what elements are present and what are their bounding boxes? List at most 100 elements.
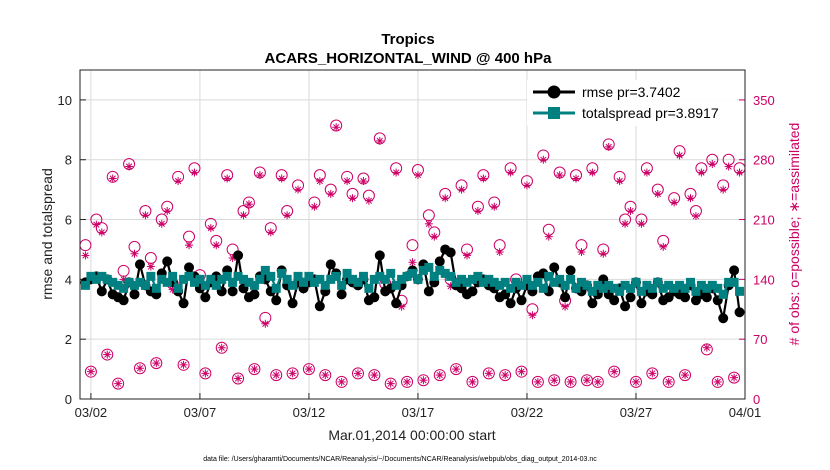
totalspread-point: [113, 280, 123, 290]
rmse-point: [249, 289, 260, 300]
totalspread-point: [130, 280, 140, 290]
assimilated-point: [539, 155, 548, 164]
assimilated-point: [522, 181, 531, 190]
totalspread-point: [685, 277, 695, 287]
assimilated-point: [528, 311, 537, 320]
rmse-point: [516, 295, 527, 306]
totalspread-point: [173, 283, 183, 293]
rmse-point: [625, 292, 636, 303]
assimilated-point: [473, 207, 482, 215]
assimilated-point: [517, 367, 526, 376]
assimilated-point: [141, 211, 150, 220]
totalspread-point: [429, 271, 439, 281]
possible-point: [368, 369, 381, 382]
totalspread-point: [337, 280, 347, 290]
y-tick-label: 10: [58, 93, 72, 108]
totalspread-point: [735, 286, 745, 296]
possible-point: [531, 375, 544, 388]
x-tick-label: 03/12: [293, 405, 326, 420]
totalspread-point: [511, 277, 521, 287]
totalspread-point: [244, 277, 254, 287]
assimilated-point: [452, 365, 461, 374]
possible-point: [433, 369, 446, 382]
totalspread-point: [108, 277, 118, 287]
totalspread-point: [675, 280, 685, 290]
possible-point: [319, 369, 332, 382]
assimilated-point: [675, 151, 684, 160]
rmse-point: [184, 262, 195, 273]
totalspread-point: [184, 271, 194, 281]
totalspread-point: [636, 286, 646, 296]
assimilated-point: [555, 171, 564, 180]
totalspread-point: [342, 268, 352, 278]
rmse-point: [565, 265, 576, 276]
possible-point: [728, 371, 741, 384]
assimilated-point: [615, 177, 624, 186]
possible-point: [248, 363, 261, 376]
assimilated-point: [479, 174, 488, 183]
totalspread-point: [364, 283, 374, 293]
y-tick-label: 2: [65, 332, 72, 347]
totalspread-point: [582, 280, 592, 290]
possible-point: [711, 375, 724, 388]
totalspread-point: [620, 280, 630, 290]
totalspread-point: [544, 271, 554, 281]
rmse-point: [233, 250, 244, 261]
assimilated-point: [702, 343, 711, 352]
totalspread-point: [402, 271, 412, 281]
totalspread-point: [380, 274, 390, 284]
assimilated-point: [719, 185, 728, 194]
assimilated-point: [484, 369, 493, 378]
totalspread-point: [609, 283, 619, 293]
assimilated-point: [533, 377, 542, 386]
assimilated-point: [103, 350, 112, 359]
assimilated-point: [217, 343, 226, 352]
assimilated-point: [577, 248, 586, 257]
totalspread-point: [309, 277, 319, 287]
x-tick-label: 04/01: [729, 405, 762, 420]
possible-point: [608, 365, 621, 378]
assimilated-point: [664, 377, 673, 386]
assimilated-point: [686, 194, 695, 203]
assimilated-point: [294, 185, 303, 194]
assimilated-point: [114, 379, 123, 388]
assimilated-point: [370, 371, 379, 380]
totalspread-point: [228, 277, 238, 287]
assimilated-point: [713, 377, 722, 386]
totalspread-point: [375, 271, 385, 281]
possible-point: [679, 369, 692, 382]
assimilated-point: [735, 168, 744, 177]
totalspread-point: [288, 280, 298, 290]
possible-point: [646, 367, 659, 380]
rmse-point: [200, 292, 211, 303]
totalspread-point: [664, 280, 674, 290]
y2-tick-label: 210: [753, 213, 775, 228]
rmse-point: [369, 292, 380, 303]
totalspread-point: [729, 277, 739, 287]
assimilated-point: [206, 224, 215, 233]
assimilated-point: [97, 228, 106, 237]
possible-point: [199, 367, 212, 380]
totalspread-point: [571, 283, 581, 293]
assimilated-point: [108, 174, 117, 183]
assimilated-point: [288, 369, 297, 378]
totalspread-point: [533, 277, 543, 287]
possible-point: [515, 365, 528, 378]
totalspread-point: [566, 274, 576, 284]
totalspread-point: [615, 286, 625, 296]
totalspread-point: [713, 283, 723, 293]
totalspread-point: [233, 271, 243, 281]
legend-spread-label: totalspread pr=3.8917: [582, 105, 719, 121]
totalspread-point: [413, 274, 423, 284]
assimilated-point: [348, 194, 357, 203]
possible-point: [302, 363, 315, 376]
assimilated-point: [201, 369, 210, 378]
totalspread-point: [168, 271, 178, 281]
assimilated-point: [697, 168, 706, 177]
totalspread-point: [658, 283, 668, 293]
assimilated-point: [353, 369, 362, 378]
rmse-point: [701, 292, 712, 303]
assimilated-point: [490, 202, 499, 211]
assimilated-point: [212, 241, 221, 250]
assimilated-point: [315, 177, 324, 186]
